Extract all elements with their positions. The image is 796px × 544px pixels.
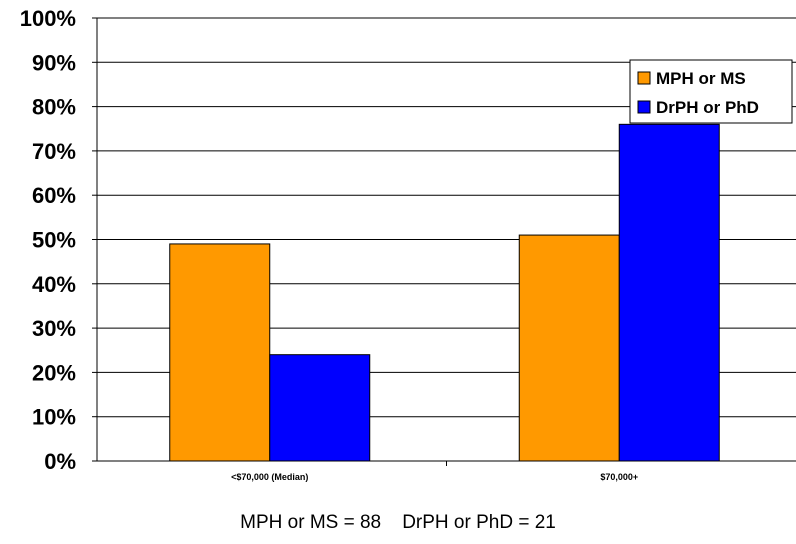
y-tick-label: 30% bbox=[32, 316, 76, 341]
y-tick-label: 100% bbox=[20, 6, 76, 31]
y-tick-label: 80% bbox=[32, 95, 76, 120]
y-tick-label: 60% bbox=[32, 183, 76, 208]
legend: MPH or MS DrPH or PhD bbox=[629, 59, 793, 124]
x-tick-label: $70,000+ bbox=[600, 472, 638, 482]
y-tick-label: 50% bbox=[32, 228, 76, 253]
y-tick-label: 90% bbox=[32, 50, 76, 75]
x-tick-label: <$70,000 (Median) bbox=[231, 472, 308, 482]
legend-label: MPH or MS bbox=[656, 69, 746, 88]
y-tick-label: 20% bbox=[32, 360, 76, 385]
x-axis-labels: <$70,000 (Median) $70,000+ bbox=[231, 461, 638, 482]
y-tick-label: 0% bbox=[44, 449, 76, 474]
bar bbox=[518, 234, 620, 462]
y-tick-label: 70% bbox=[32, 139, 76, 164]
bar bbox=[269, 354, 371, 462]
bars bbox=[169, 123, 720, 462]
legend-swatch bbox=[637, 71, 651, 85]
bar bbox=[169, 243, 271, 462]
y-tick-label: 10% bbox=[32, 405, 76, 430]
y-tick-label: 40% bbox=[32, 272, 76, 297]
legend-label: DrPH or PhD bbox=[656, 98, 759, 117]
y-axis-ticks: 0% 10% 20% 30% 40% 50% 60% 70% 80% 90% 100% bbox=[20, 6, 97, 474]
legend-box bbox=[629, 59, 793, 124]
legend-swatch bbox=[637, 100, 651, 114]
sample-size-note: MPH or MS = 88 DrPH or PhD = 21 bbox=[240, 512, 556, 533]
bar bbox=[618, 123, 720, 462]
